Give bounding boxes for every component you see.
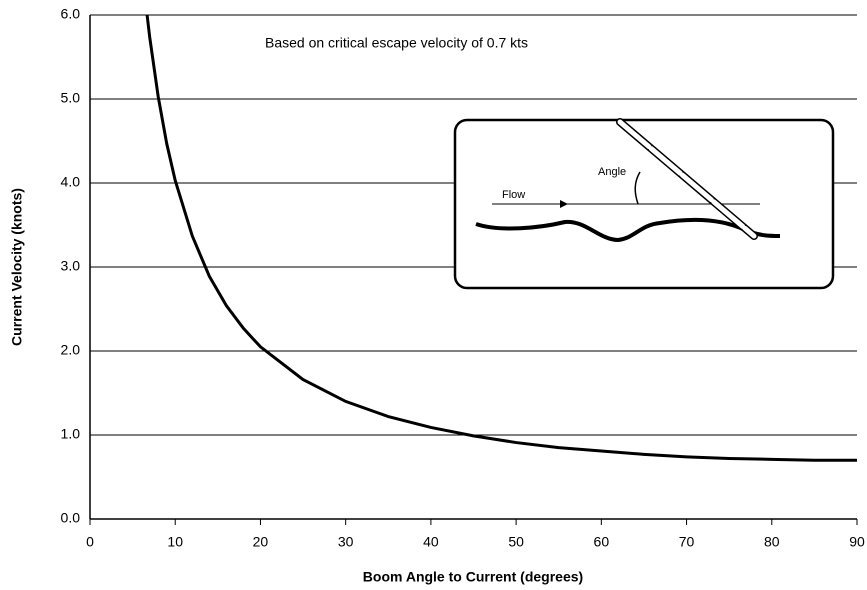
y-tick-label: 2.0 [61, 342, 81, 358]
y-tick-label: 3.0 [61, 258, 81, 274]
x-tick-label: 40 [423, 534, 439, 550]
x-tick-label: 80 [764, 534, 780, 550]
x-tick-label: 10 [167, 534, 183, 550]
x-tick-label: 0 [86, 534, 94, 550]
y-tick-label: 5.0 [61, 90, 81, 106]
angle-label: Angle [598, 166, 626, 178]
flow-label: Flow [502, 189, 525, 201]
x-tick-label: 70 [679, 534, 695, 550]
inset-diagram: Flow Angle [453, 118, 835, 290]
curve [145, 14, 857, 462]
y-tick-label: 4.0 [61, 174, 81, 190]
angle-arc [634, 171, 641, 205]
y-tick-label: 1.0 [61, 426, 81, 442]
x-tick-label: 90 [849, 534, 865, 550]
x-axis-label: Boom Angle to Current (degrees) [363, 569, 583, 585]
annotation: Based on critical escape velocity of 0.7… [265, 35, 528, 51]
y-tick-label: 6.0 [61, 6, 81, 22]
boom-sections [617, 119, 757, 239]
y-tick-label: 0.0 [61, 510, 81, 526]
x-tick-label: 30 [338, 534, 354, 550]
x-tick-label: 20 [253, 534, 269, 550]
x-tick-label: 60 [594, 534, 610, 550]
x-tick-label: 50 [508, 534, 524, 550]
y-axis-label: Current Velocity (knots) [9, 188, 25, 346]
